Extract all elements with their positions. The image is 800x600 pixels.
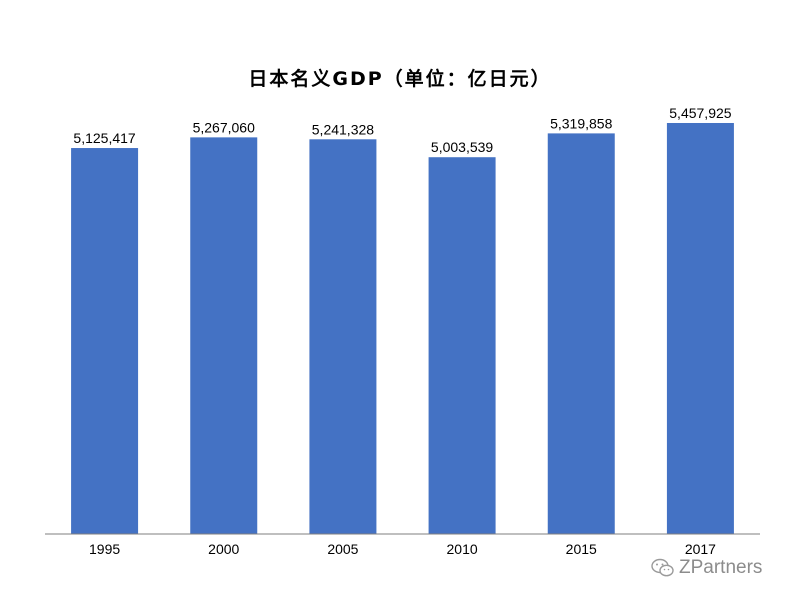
x-tick-label-2017: 2017 bbox=[685, 541, 716, 557]
bar-2017 bbox=[666, 122, 734, 535]
bars-group bbox=[71, 122, 734, 535]
bar-2005 bbox=[309, 139, 377, 534]
data-label-1995: 5,125,417 bbox=[73, 130, 135, 146]
data-labels-group: 5,125,417 5,267,060 5,241,328 5,003,539 5,31… bbox=[73, 105, 731, 155]
bar-2015 bbox=[547, 133, 615, 535]
bar-2010 bbox=[428, 157, 496, 534]
watermark: ZPartners bbox=[651, 556, 762, 580]
data-label-2015: 5,319,858 bbox=[550, 115, 612, 131]
data-label-2000: 5,267,060 bbox=[193, 119, 255, 135]
data-label-2017: 5,457,925 bbox=[669, 105, 731, 121]
x-tick-label-2000: 2000 bbox=[208, 541, 239, 557]
chart-title: 日本名义GDP（单位：亿日元） bbox=[248, 68, 552, 90]
x-tick-label-2010: 2010 bbox=[447, 541, 478, 557]
x-tick-label-2005: 2005 bbox=[327, 541, 358, 557]
x-tick-label-2015: 2015 bbox=[566, 541, 597, 557]
bar-1995 bbox=[71, 148, 139, 534]
x-tick-labels: 1995 2000 2005 2010 2015 2017 bbox=[89, 541, 716, 557]
data-label-2010: 5,003,539 bbox=[431, 139, 493, 155]
data-label-2005: 5,241,328 bbox=[312, 121, 374, 137]
watermark-text: ZPartners bbox=[679, 557, 763, 578]
wechat-icon bbox=[651, 558, 674, 577]
bar-2000 bbox=[190, 137, 258, 534]
x-tick-label-1995: 1995 bbox=[89, 541, 120, 557]
